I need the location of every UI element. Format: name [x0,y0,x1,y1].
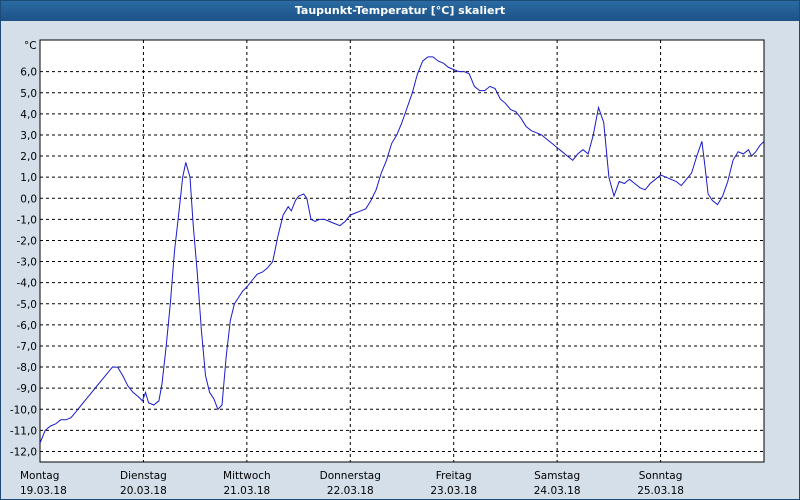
y-tick-label: -10,0 [10,404,37,416]
x-date-label: 25.03.18 [637,485,684,497]
y-tick-label: -12,0 [10,446,37,458]
dewpoint-series-line [39,56,765,444]
x-day-label: Samstag [534,470,580,482]
x-day-label: Montag [20,470,59,482]
y-tick-label: -2,0 [17,235,38,247]
y-tick-label: -6,0 [17,320,38,332]
y-tick-label: -7,0 [17,341,38,353]
y-tick-label: -3,0 [17,257,38,269]
y-axis-unit-label: °C [24,40,37,52]
y-tick-label: 5,0 [20,88,37,100]
x-date-label: 21.03.18 [223,485,270,497]
y-tick-label: -8,0 [17,362,38,374]
y-tick-label: -9,0 [17,383,38,395]
x-day-label: Dienstag [120,470,167,482]
y-tick-label: 4,0 [20,109,37,121]
x-day-label: Sonntag [639,470,683,482]
x-date-label: 19.03.18 [20,485,67,497]
y-tick-label: 6,0 [20,67,37,79]
y-tick-label: 2,0 [20,151,37,163]
x-date-label: 23.03.18 [430,485,477,497]
y-tick-label: 1,0 [20,172,37,184]
y-tick-label: 0,0 [20,193,37,205]
y-tick-label: -1,0 [17,214,38,226]
x-day-label: Donnerstag [320,470,381,482]
y-tick-label: -11,0 [10,425,37,437]
y-tick-label: -5,0 [17,299,38,311]
y-tick-label: -4,0 [17,278,38,290]
x-date-label: 20.03.18 [120,485,167,497]
plot-area [39,39,765,463]
x-day-label: Freitag [436,470,472,482]
x-tick-labels: Montag 19.03.18 Dienstag 20.03.18 Mittwoch 21… [20,470,684,497]
window-title: Taupunkt-Temperatur [°C] skaliert [1,1,799,21]
y-tick-labels: 6,0 5,0 4,0 3,0 2,0 1,0 0,0 -1,0 -2,0 -3,0 -4,0 -5,… [10,67,37,459]
x-date-label: 24.03.18 [534,485,581,497]
x-date-label: 22.03.18 [327,485,374,497]
y-tick-label: 3,0 [20,130,37,142]
grid-lines [40,40,764,462]
x-day-label: Mittwoch [223,470,271,482]
